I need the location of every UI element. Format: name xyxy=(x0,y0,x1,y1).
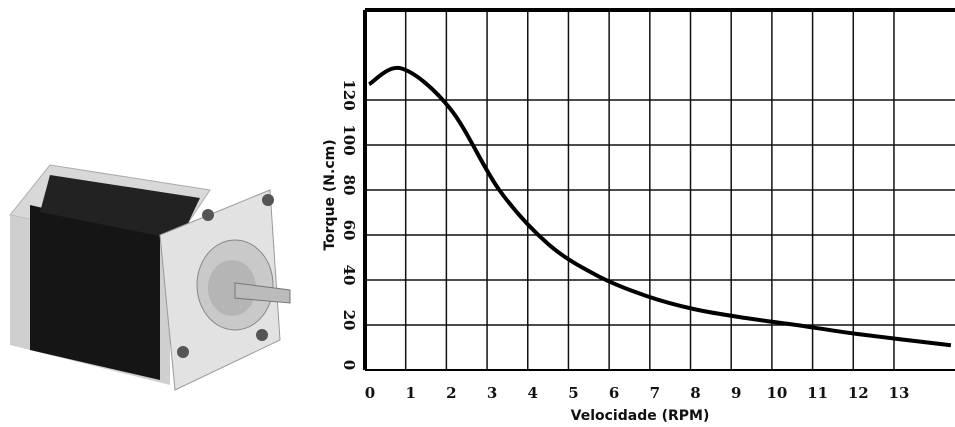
x-axis-title: Velocidade (RPM) xyxy=(571,408,710,424)
x-tick-label: 11 xyxy=(807,384,828,402)
y-tick-label: 20 xyxy=(340,310,358,331)
x-tick-label: 8 xyxy=(690,384,700,402)
x-tick-label: 0 xyxy=(365,384,375,402)
y-tick-label: 120 xyxy=(340,79,358,110)
y-tick-label: 0 xyxy=(340,360,358,370)
y-tick-label: 100 xyxy=(340,124,358,155)
x-tick-label: 12 xyxy=(848,384,869,402)
x-tick-label: 4 xyxy=(528,384,538,402)
x-tick-label: 13 xyxy=(889,384,910,402)
x-tick-label: 9 xyxy=(731,384,741,402)
x-tick-label: 6 xyxy=(609,384,619,402)
x-tick-label: 3 xyxy=(487,384,497,402)
x-tick-label: 10 xyxy=(766,384,787,402)
y-tick-label: 80 xyxy=(340,175,358,196)
x-tick-label: 7 xyxy=(650,384,660,402)
torque-curve xyxy=(367,65,952,348)
y-axis-title: Torque (N.cm) xyxy=(322,139,338,250)
x-tick-label: 2 xyxy=(446,384,456,402)
motor-photo xyxy=(9,164,291,391)
x-tick-label: 1 xyxy=(405,384,415,402)
y-tick-label: 40 xyxy=(340,265,358,286)
y-tick-label: 60 xyxy=(340,220,358,241)
x-tick-label: 5 xyxy=(568,384,578,402)
